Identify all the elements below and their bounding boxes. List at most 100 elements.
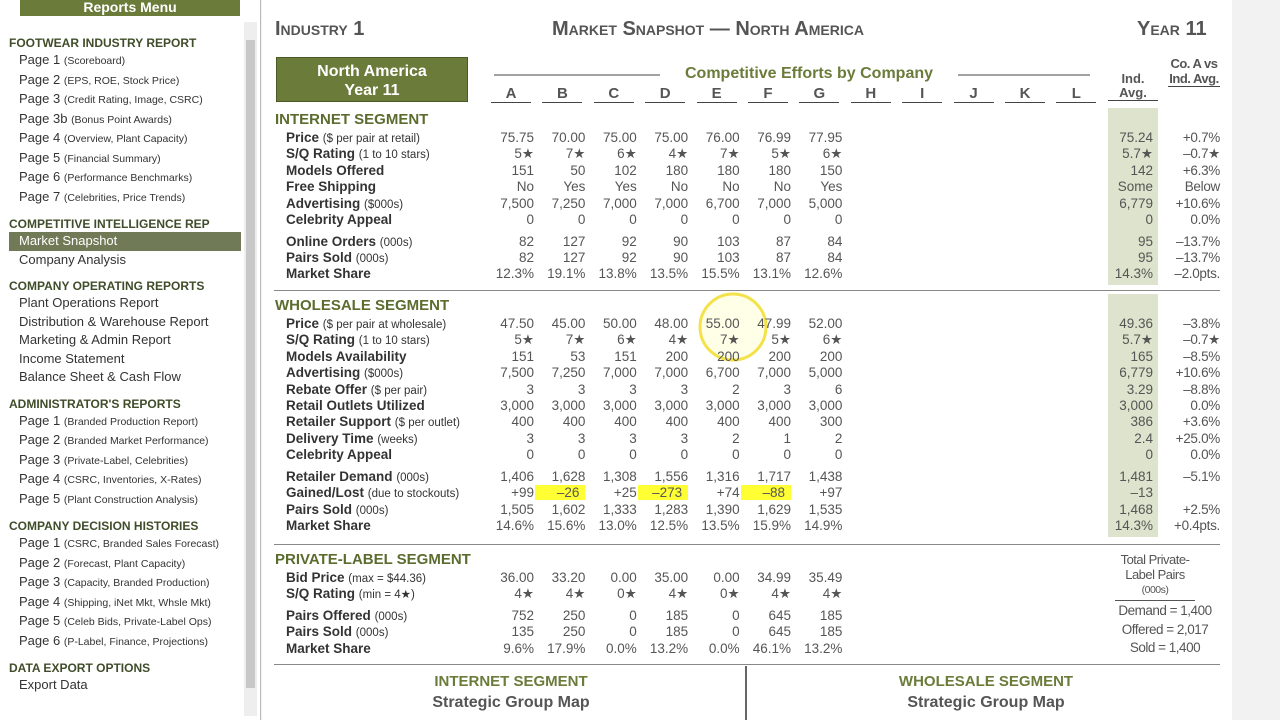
group-label: Competitive Efforts by Company <box>684 65 934 82</box>
menu-item[interactable]: Page 6 (Performance Benchmarks) <box>9 168 241 188</box>
cell: 4★ <box>565 586 586 602</box>
cell: 200 <box>768 348 791 364</box>
cell: 5★ <box>771 332 791 348</box>
menu-item[interactable]: Marketing & Admin Report <box>9 331 241 350</box>
cell: 14.9% <box>804 518 843 533</box>
compare-value: Below <box>1184 179 1221 195</box>
row-label: S/Q Rating (1 to 10 stars) <box>286 146 430 161</box>
menu-item[interactable]: Page 1 (Scoreboard) <box>9 51 241 71</box>
company-header: B <box>542 85 583 103</box>
cell: 7,000 <box>654 195 689 211</box>
cell: –273 <box>638 485 689 501</box>
cell: 2 <box>732 430 740 446</box>
row-name: Price <box>286 130 320 145</box>
menu-item-note: (P-Label, Finance, Projections) <box>63 635 208 648</box>
avg-label: Ind. Avg. <box>1108 72 1158 101</box>
menu-item[interactable]: Page 3 (Private-Label, Celebrities) <box>9 451 241 471</box>
menu-item[interactable]: Page 4 (Shipping, iNet Mkt, Whsle Mkt) <box>9 593 241 613</box>
cell: 1,390 <box>705 501 740 517</box>
cell: 0 <box>680 447 689 463</box>
menu-item[interactable]: Page 1 (Branded Production Report) <box>9 412 241 432</box>
row-name: Online Orders <box>286 233 377 249</box>
menu-item[interactable]: Page 6 (P-Label, Finance, Projections) <box>9 632 241 652</box>
menu-item[interactable]: Page 2 (EPS, ROE, Stock Price) <box>9 71 241 91</box>
scroll-thumb[interactable] <box>246 40 255 688</box>
menu-item[interactable]: Page 2 (Branded Market Performance) <box>9 431 241 451</box>
cell: 103 <box>717 233 740 249</box>
menu-item-label: Page 2 <box>19 554 61 570</box>
cell: 92 <box>621 250 637 265</box>
menu-item[interactable]: Page 3b (Bonus Point Awards) <box>9 110 241 130</box>
cell: 13.0% <box>598 518 637 533</box>
compare-value: –2.0pts. <box>1174 266 1220 282</box>
cell: 48.00 <box>654 316 689 331</box>
cell: 400 <box>717 414 740 430</box>
cell: 13.5% <box>701 518 740 533</box>
menu-item-note: (Overview, Plant Capacity) <box>63 133 188 145</box>
cell: 1,505 <box>500 501 534 517</box>
menu-item[interactable]: Page 4 (Overview, Plant Capacity) <box>9 129 241 149</box>
cell: 400 <box>511 414 534 430</box>
menu-item-note: (CSRC, Branded Sales Forecast) <box>63 538 220 550</box>
menu-item[interactable]: Page 3 (Capacity, Branded Production) <box>9 573 241 593</box>
avg-shade <box>1108 108 1158 286</box>
row-name: Pairs Sold <box>286 624 353 640</box>
menu-item[interactable]: Page 1 (CSRC, Branded Sales Forecast) <box>9 534 241 554</box>
menu-item[interactable]: Page 7 (Celebrities, Price Trends) <box>9 188 241 208</box>
cell: 3,000 <box>705 398 740 413</box>
row-name: S/Q Rating <box>286 146 356 162</box>
year: Year 11 <box>1137 18 1207 40</box>
menu-item[interactable]: Balance Sheet & Cash Flow <box>9 368 241 387</box>
compare-value: –13.7% <box>1176 250 1220 265</box>
cell: 82 <box>518 250 534 265</box>
row-label: Market Share <box>286 641 371 656</box>
cell: 645 <box>768 624 791 640</box>
menu-item-note: (Celebrities, Price Trends) <box>63 191 186 204</box>
cell: 50.00 <box>603 316 637 331</box>
cell: 127 <box>562 250 586 265</box>
cell: 645 <box>768 608 791 623</box>
row-name: Market Share <box>286 266 371 282</box>
separator <box>274 664 1220 665</box>
compare-value: –5.1% <box>1183 468 1220 484</box>
cell: 3,000 <box>654 398 689 413</box>
menu-item[interactable]: Page 5 (Plant Construction Analysis) <box>9 490 241 510</box>
row-name: Advertising <box>286 365 361 381</box>
row-label: S/Q Rating (1 to 10 stars) <box>286 332 430 347</box>
cell: 47.50 <box>500 316 534 331</box>
row-name: Rebate Offer <box>286 381 368 397</box>
menu-item[interactable]: Plant Operations Report <box>9 294 241 313</box>
row-label: Pairs Sold (000s) <box>286 502 388 517</box>
menu-item[interactable]: Page 4 (CSRC, Inventories, X-Rates) <box>9 470 241 490</box>
menu-item[interactable]: Export Data <box>9 676 241 695</box>
menu-heading: DATA EXPORT OPTIONS <box>9 661 151 675</box>
cell: 400 <box>768 414 791 430</box>
row-label: Pairs Offered (000s) <box>286 608 407 623</box>
menu-item[interactable]: Income Statement <box>9 350 241 369</box>
cell: 35.00 <box>654 570 689 585</box>
cell: –88 <box>741 485 791 501</box>
menu-item[interactable]: Page 5 (Financial Summary) <box>9 149 241 169</box>
compare-value: +0.7% <box>1182 130 1220 145</box>
menu-item[interactable]: Page 5 (Celeb Bids, Private-Label Ops) <box>9 612 241 632</box>
cell: 3 <box>629 381 637 397</box>
menu-list: FOOTWEAR INDUSTRY REPORT Page 1 (Scoreboa… <box>9 26 241 695</box>
cell: 75.00 <box>603 130 637 145</box>
cell: 0 <box>732 212 740 227</box>
menu-item[interactable]: Page 2 (Forecast, Plant Capacity) <box>9 554 241 574</box>
cell: 1,316 <box>705 468 740 484</box>
cell: 1,406 <box>500 468 534 484</box>
cell: 0 <box>577 212 586 227</box>
row-note: ($ per pair) <box>370 384 428 397</box>
cell: 75.75 <box>500 130 534 145</box>
cell: 33.20 <box>551 570 586 585</box>
menu-item[interactable]: Distribution & Warehouse Report <box>9 313 241 332</box>
menu-item[interactable]: Market Snapshot <box>9 232 241 251</box>
compare-value: –8.5% <box>1183 348 1220 364</box>
menu-item[interactable]: Company Analysis <box>9 251 241 270</box>
row-note: (max = $44.36) <box>348 573 426 585</box>
industry-avg: 14.3% <box>1114 518 1153 533</box>
menu-item[interactable]: Page 3 (Credit Rating, Image, CSRC) <box>9 90 241 110</box>
row-label: Price ($ per pair at retail) <box>286 130 420 145</box>
